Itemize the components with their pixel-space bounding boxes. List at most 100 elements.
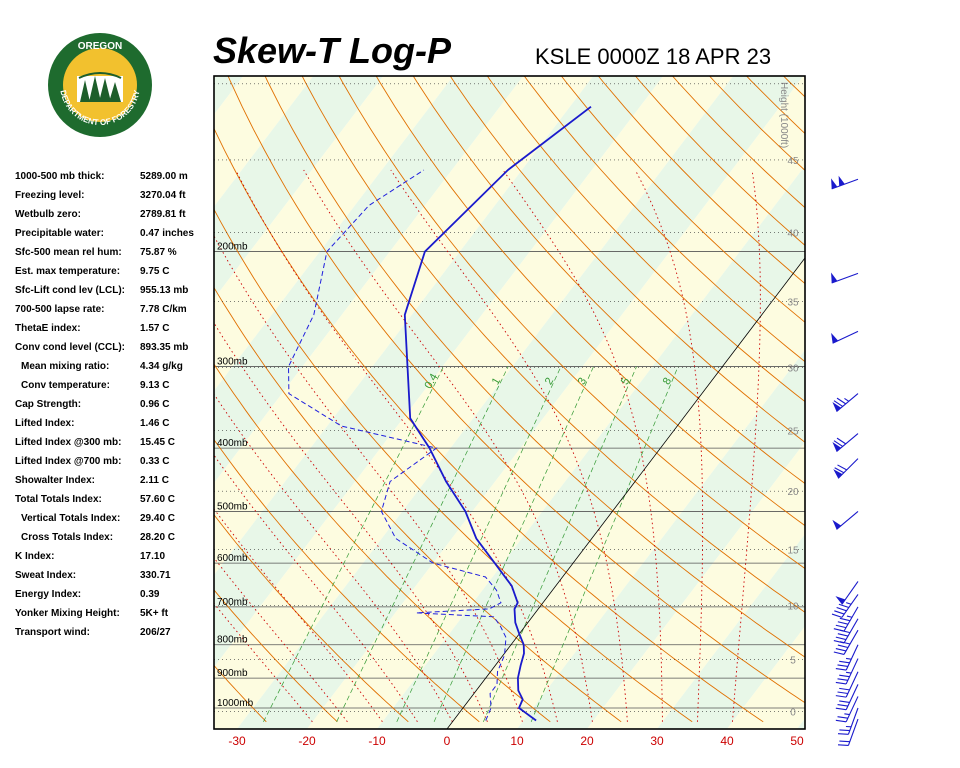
index-value: 1.57 C <box>140 323 170 334</box>
index-value: 75.87 % <box>140 247 177 258</box>
index-row: Vertical Totals Index: 29.40 C <box>15 510 213 529</box>
wind-barb <box>837 718 859 746</box>
dry-adiabat <box>301 76 805 613</box>
index-value: 330.71 <box>140 570 171 581</box>
index-label: Energy Index: <box>15 589 82 600</box>
height-tick-label: 30 <box>787 363 799 374</box>
index-label: Sweat Index: <box>15 570 77 581</box>
wind-barb <box>833 458 859 479</box>
index-label: Vertical Totals Index: <box>21 513 121 524</box>
mixing-ratio-line <box>336 366 509 722</box>
index-value: 2.11 C <box>140 475 169 486</box>
moist-adiabat <box>214 235 523 722</box>
temp-tick-label: -20 <box>298 734 316 748</box>
moist-adiabat <box>214 322 488 722</box>
isotherm-band <box>587 442 805 729</box>
moist-adiabat <box>214 508 383 723</box>
index-value: 2789.81 ft <box>140 209 186 220</box>
index-row: Lifted Index @700 mb: 0.33 C <box>15 453 213 472</box>
index-row: K Index: 17.10 <box>15 548 213 567</box>
index-row: Yonker Mixing Height: 5K+ ft <box>15 605 213 624</box>
mixing-ratio-line <box>396 366 562 722</box>
temp-tick-label: 20 <box>580 734 594 748</box>
index-row: Sfc-500 mean rel hum: 75.87 % <box>15 244 213 263</box>
index-row: Conv temperature: 9.13 C <box>15 377 213 396</box>
dewpoint-trace <box>287 169 507 721</box>
index-row: Showalter Index: 2.11 C <box>15 472 213 491</box>
pressure-label: 200mb <box>217 242 248 253</box>
chart-title: Skew-T Log-P <box>213 30 452 71</box>
wind-barb <box>833 606 859 632</box>
mixing-ratio-label: 1 <box>490 376 503 387</box>
index-value: 17.10 <box>140 551 166 562</box>
index-label: Sfc-Lift cond lev (LCL): <box>15 285 125 296</box>
mixing-ratio-label: 5 <box>619 376 632 387</box>
index-value: 15.45 C <box>140 437 176 448</box>
dry-adiabat <box>338 76 805 570</box>
moist-adiabat <box>214 454 418 723</box>
wind-barb <box>835 671 859 698</box>
wind-barb <box>833 618 859 644</box>
dry-adiabat <box>214 664 267 723</box>
wind-barb <box>832 511 859 530</box>
index-value: 5K+ ft <box>140 608 169 619</box>
index-row: Transport wind: 206/27 <box>15 624 213 643</box>
wind-barb <box>835 696 859 723</box>
index-row: 1000-500 mb thick: 5289.00 m <box>15 168 213 187</box>
dry-adiabat <box>214 127 764 723</box>
index-value: 7.78 C/km <box>140 304 187 315</box>
temp-tick-label: 50 <box>790 734 804 748</box>
dry-adiabat <box>486 76 805 403</box>
index-label: Transport wind: <box>15 627 90 638</box>
index-label: Lifted Index: <box>15 418 75 429</box>
isotherm-bands <box>0 76 805 729</box>
mixing-ratio-label: 8 <box>661 376 674 387</box>
height-tick-label: 45 <box>787 156 799 167</box>
index-row: Est. max temperature: 9.75 C <box>15 263 213 282</box>
moist-adiabat <box>303 169 593 722</box>
index-row: Energy Index: 0.39 <box>15 586 213 605</box>
height-tick-label: 10 <box>787 602 799 613</box>
dry-adiabat <box>214 589 338 723</box>
index-label: Lifted Index @300 mb: <box>15 437 122 448</box>
isotherm-band <box>0 76 173 729</box>
temp-tick-label: 40 <box>720 734 734 748</box>
dry-adiabat <box>214 363 551 723</box>
index-value: 893.35 mb <box>140 342 189 353</box>
zero-isotherm <box>446 257 805 729</box>
index-label: Yonker Mixing Height: <box>15 608 120 619</box>
index-value: 3270.04 ft <box>140 190 186 201</box>
index-label: Conv cond level (CCL): <box>15 342 126 353</box>
index-row: 700-500 lapse rate: 7.78 C/km <box>15 301 213 320</box>
dry-adiabat <box>375 76 805 527</box>
index-value: 0.33 C <box>140 456 170 467</box>
index-row: Lifted Index @300 mb: 15.45 C <box>15 434 213 453</box>
temp-tick-label: 10 <box>510 734 524 748</box>
wind-barb <box>835 658 859 685</box>
isotherm-band <box>307 76 805 729</box>
logo-top-text: OREGON <box>78 41 122 52</box>
index-label: Freezing level: <box>15 190 85 201</box>
wind-barb <box>837 707 859 735</box>
index-row: Conv cond level (CCL): 893.35 mb <box>15 339 213 358</box>
mixing-ratio-line <box>433 366 594 722</box>
isotherm-band <box>657 534 805 729</box>
height-tick-label: 5 <box>790 656 796 667</box>
height-tick-label: 15 <box>787 545 799 556</box>
pressure-label: 400mb <box>217 438 248 449</box>
temp-tick-label: 0 <box>444 734 451 748</box>
index-value: 5289.00 m <box>140 171 188 182</box>
index-label: Mean mixing ratio: <box>21 361 110 372</box>
index-row: Freezing level: 3270.04 ft <box>15 187 213 206</box>
index-row: Total Totals Index: 57.60 C <box>15 491 213 510</box>
dry-adiabat <box>214 208 693 723</box>
isotherm-band <box>237 76 804 729</box>
mixing-ratio-line <box>263 366 444 722</box>
dry-adiabat <box>214 438 480 723</box>
index-label: Cap Strength: <box>15 399 82 410</box>
height-tick-label: 35 <box>787 297 799 308</box>
temperature-trace <box>403 105 592 722</box>
wind-barb <box>833 629 859 655</box>
index-value: 0.47 inches <box>140 228 194 239</box>
